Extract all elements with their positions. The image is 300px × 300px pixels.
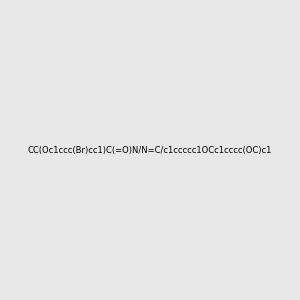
Text: CC(Oc1ccc(Br)cc1)C(=O)N/N=C/c1ccccc1OCc1cccc(OC)c1: CC(Oc1ccc(Br)cc1)C(=O)N/N=C/c1ccccc1OCc1… — [28, 146, 272, 154]
